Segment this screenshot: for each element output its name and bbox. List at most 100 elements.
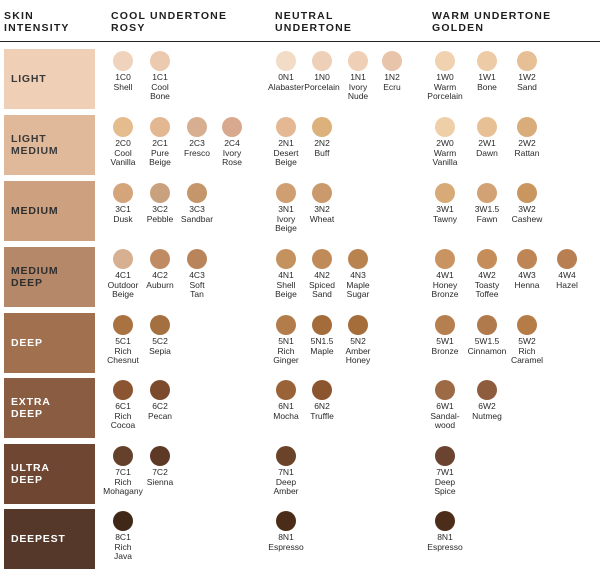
shade-code: 1W2 (518, 72, 536, 82)
shade-code: 6C2 (152, 401, 168, 411)
shade-dot (276, 511, 296, 531)
shade-name: Ivory Rose (222, 147, 242, 167)
shade-swatch-neutral: 3N1 Ivory Beige (266, 183, 306, 234)
shade-name: Fawn (476, 213, 498, 224)
shade-dot (113, 183, 133, 203)
shade-swatch-cool: 7C1 Rich Mohagany (103, 446, 143, 497)
shade-code: 8N1 (278, 532, 294, 542)
shade-swatch-warm: 6W1 Sandal- wood (425, 380, 465, 431)
shade-dot (382, 51, 402, 71)
shade-code: 1C0 (115, 72, 131, 82)
shade-dot (187, 183, 207, 203)
shade-name: Cool Vanilla (110, 147, 136, 167)
shade-name: Hazel (556, 279, 578, 290)
shade-name: Soft Tan (189, 279, 205, 299)
shade-code: 2C4 (224, 138, 240, 148)
shade-name: Dawn (476, 147, 498, 158)
shade-dot (276, 446, 296, 466)
shade-dot (150, 446, 170, 466)
shade-dot (312, 380, 332, 400)
shade-code: 6W1 (436, 401, 454, 411)
shade-dot (517, 51, 537, 71)
shade-dot (187, 249, 207, 269)
shade-name: Cool Bone (150, 81, 170, 101)
shade-code: 8N1 (437, 532, 453, 542)
shade-swatch-warm: 4W4 Hazel (547, 249, 587, 290)
shade-dot (113, 117, 133, 137)
shade-name: Honey Bronze (431, 279, 459, 299)
shade-swatch-cool: 1C0 Shell (103, 51, 143, 92)
shade-code: 6W2 (478, 401, 496, 411)
shade-swatch-warm: 2W2 Rattan (507, 117, 547, 158)
shade-code: 1W1 (478, 72, 496, 82)
shade-name: Deep Amber (273, 476, 299, 496)
shade-name: Bone (477, 81, 497, 92)
shade-swatch-neutral: 6N1 Mocha (266, 380, 306, 421)
shade-code: 4W3 (518, 270, 536, 280)
shade-swatch-cool: 3C2 Pebble (140, 183, 180, 224)
cool-undertone-header: COOL UNDERTONE ROSY (111, 10, 228, 34)
shade-code: 6N2 (314, 401, 330, 411)
shade-dot (348, 315, 368, 335)
shade-code: 4C1 (115, 270, 131, 280)
shade-code: 3C2 (152, 204, 168, 214)
shade-swatch-neutral: 8N1 Espresso (266, 511, 306, 552)
shade-name: Outdoor Beige (107, 279, 139, 299)
intensity-band: DEEPEST (4, 509, 95, 569)
shade-code: 5W1 (436, 336, 454, 346)
shade-code: 6N1 (278, 401, 294, 411)
shade-name: Auburn (146, 279, 174, 290)
shade-swatch-cool: 3C3 Sandbar (177, 183, 217, 224)
shade-dot (113, 380, 133, 400)
shade-dot (517, 315, 537, 335)
shade-name: Rich Cocoa (110, 410, 136, 430)
shade-name: Maple (310, 345, 334, 356)
shade-name: Espresso (427, 541, 463, 552)
shade-code: 1N0 (314, 72, 330, 82)
shade-swatch-neutral: 3N2 Wheat (302, 183, 342, 224)
shade-code: 1N1 (350, 72, 366, 82)
shade-name: Sandbar (180, 213, 214, 224)
shade-swatch-neutral: 2N1 Desert Beige (266, 117, 306, 168)
shade-code: 2C0 (115, 138, 131, 148)
shade-name: Sandal- wood (430, 410, 460, 430)
intensity-label: DEEP (11, 337, 43, 349)
shade-code: 5N1 (278, 336, 294, 346)
shade-name: Rich Ginger (273, 345, 299, 365)
shade-name: Cashew (511, 213, 543, 224)
shade-name: Rattan (514, 147, 540, 158)
intensity-band: LIGHT MEDIUM (4, 115, 95, 175)
shade-dot (435, 51, 455, 71)
shade-dot (276, 249, 296, 269)
shade-dot (150, 380, 170, 400)
shade-name: Ecru (383, 81, 401, 92)
shade-dot (435, 183, 455, 203)
shade-swatch-warm: 5W2 Rich Caramel (507, 315, 547, 366)
shade-swatch-neutral: 5N1.5 Maple (302, 315, 342, 356)
shade-dot (276, 183, 296, 203)
shade-swatch-neutral: 1N2 Ecru (372, 51, 412, 92)
shade-dot (113, 249, 133, 269)
shade-code: 2W2 (518, 138, 536, 148)
shade-swatch-cool: 2C4 Ivory Rose (212, 117, 252, 168)
shade-dot (435, 446, 455, 466)
shade-dot (517, 249, 537, 269)
shade-swatch-warm: 2W1 Dawn (467, 117, 507, 158)
shade-code: 3W1.5 (474, 204, 500, 214)
intensity-band: LIGHT (4, 49, 95, 109)
shade-swatch-neutral: 5N1 Rich Ginger (266, 315, 306, 366)
shade-dot (150, 183, 170, 203)
shade-code: 1C1 (152, 72, 168, 82)
shade-code: 4C2 (152, 270, 168, 280)
shade-code: 5N2 (350, 336, 366, 346)
shade-name: Rich Mohagany (103, 476, 143, 496)
shade-name: Truffle (310, 410, 334, 421)
shade-dot (477, 315, 497, 335)
shade-dot (312, 183, 332, 203)
shade-code: 4C3 (189, 270, 205, 280)
shade-code: 5W2 (518, 336, 536, 346)
shade-dot (312, 315, 332, 335)
shade-name: Buff (314, 147, 330, 158)
shade-dot (435, 117, 455, 137)
shade-code: 2W1 (478, 138, 496, 148)
